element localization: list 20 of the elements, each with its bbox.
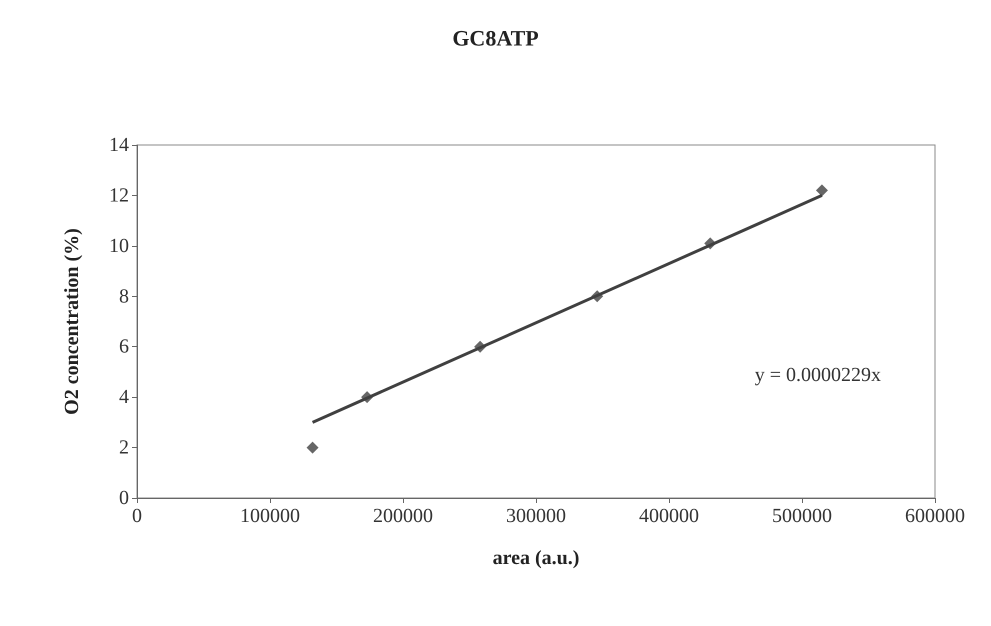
chart-title: GC8ATP xyxy=(452,26,539,50)
point xyxy=(816,184,828,196)
x-axis-title: area (a.u.) xyxy=(492,547,580,569)
x-tick-label: 100000 xyxy=(240,505,300,527)
annotation: y = 0.0000229x xyxy=(754,364,881,386)
y-tick-label: 4 xyxy=(119,386,129,408)
point xyxy=(306,442,319,454)
y-tick-label: 0 xyxy=(119,487,129,509)
y-tick-label: 6 xyxy=(119,336,129,358)
y-tick-label: 2 xyxy=(119,436,129,459)
y-tick-label: 12 xyxy=(109,184,129,206)
y-tick-label: 10 xyxy=(109,234,129,257)
y-axis-title: O2 concentration (%) xyxy=(61,228,83,415)
y-tick-label: 14 xyxy=(109,134,129,156)
x-tick-label: 500000 xyxy=(772,505,832,527)
x-tick-label: 600000 xyxy=(905,505,965,527)
x-tick-label: 200000 xyxy=(373,505,433,527)
x-tick-label: 400000 xyxy=(639,505,699,527)
y-tick-label: 8 xyxy=(119,285,129,308)
x-tick-label: 300000 xyxy=(506,505,566,527)
